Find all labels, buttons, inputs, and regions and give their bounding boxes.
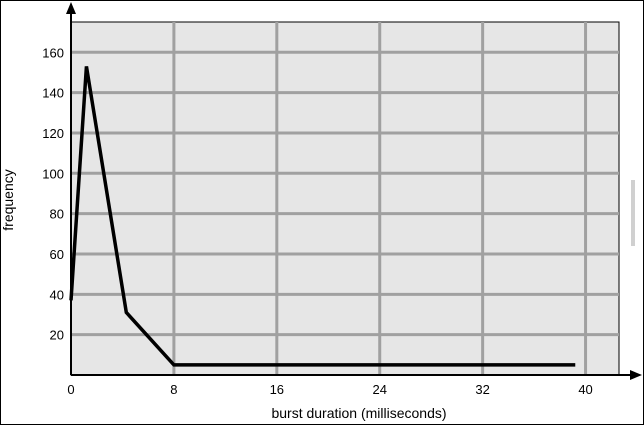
x-tick-label: 0 (67, 382, 74, 397)
y-axis-label: frequency (0, 169, 16, 230)
y-tick-label: 60 (50, 247, 64, 262)
x-tick-label: 16 (270, 382, 284, 397)
y-tick-label: 140 (42, 86, 64, 101)
x-axis-label: burst duration (milliseconds) (271, 405, 446, 421)
x-tick-label: 24 (372, 382, 386, 397)
plot-area (70, 21, 620, 376)
y-tick-label: 80 (50, 207, 64, 222)
x-tick-label: 8 (170, 382, 177, 397)
axes (66, 2, 642, 380)
x-tick-label: 40 (578, 382, 592, 397)
y-tick-label: 40 (50, 287, 64, 302)
y-axis-arrow (66, 2, 76, 14)
y-tick-label: 20 (50, 328, 64, 343)
grid (71, 22, 619, 375)
series (69, 66, 576, 367)
y-tick-label: 160 (42, 45, 64, 60)
x-axis-arrow (630, 370, 642, 380)
tick-labels: 0 8 16 24 32 40 20 40 60 80 100 120 140 160 (42, 45, 592, 397)
scroll-indicator (631, 180, 635, 246)
y-tick-label: 100 (42, 166, 64, 181)
x-tick-label: 32 (475, 382, 489, 397)
y-tick-label: 120 (42, 126, 64, 141)
